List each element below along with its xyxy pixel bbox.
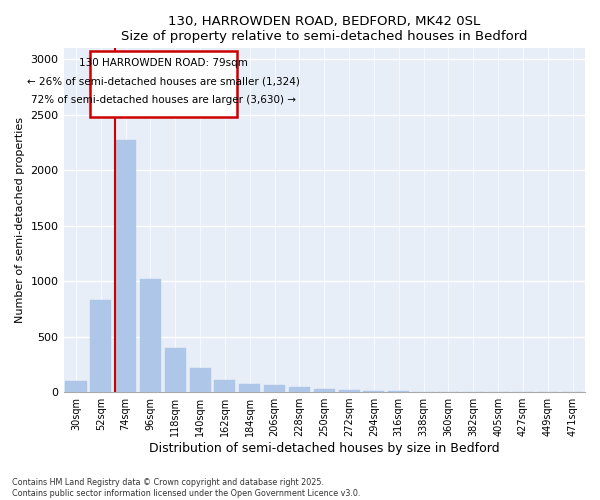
Bar xyxy=(90,300,112,392)
Text: 72% of semi-detached houses are larger (3,630) →: 72% of semi-detached houses are larger (… xyxy=(31,96,296,106)
Text: Contains HM Land Registry data © Crown copyright and database right 2025.
Contai: Contains HM Land Registry data © Crown c… xyxy=(12,478,361,498)
Bar xyxy=(338,390,359,392)
Bar xyxy=(165,348,186,392)
Text: ← 26% of semi-detached houses are smaller (1,324): ← 26% of semi-detached houses are smalle… xyxy=(27,76,300,86)
Bar xyxy=(115,140,136,392)
FancyBboxPatch shape xyxy=(89,51,238,117)
Text: 130 HARROWDEN ROAD: 79sqm: 130 HARROWDEN ROAD: 79sqm xyxy=(79,58,248,68)
Bar xyxy=(388,391,409,392)
Bar xyxy=(214,380,235,392)
Bar xyxy=(264,385,285,392)
Bar xyxy=(65,381,86,392)
Title: 130, HARROWDEN ROAD, BEDFORD, MK42 0SL
Size of property relative to semi-detache: 130, HARROWDEN ROAD, BEDFORD, MK42 0SL S… xyxy=(121,15,527,43)
Y-axis label: Number of semi-detached properties: Number of semi-detached properties xyxy=(15,117,25,323)
Bar xyxy=(289,386,310,392)
Bar xyxy=(140,279,161,392)
Bar xyxy=(239,384,260,392)
Bar xyxy=(364,391,385,392)
Bar xyxy=(314,389,335,392)
X-axis label: Distribution of semi-detached houses by size in Bedford: Distribution of semi-detached houses by … xyxy=(149,442,500,455)
Bar xyxy=(190,368,211,392)
